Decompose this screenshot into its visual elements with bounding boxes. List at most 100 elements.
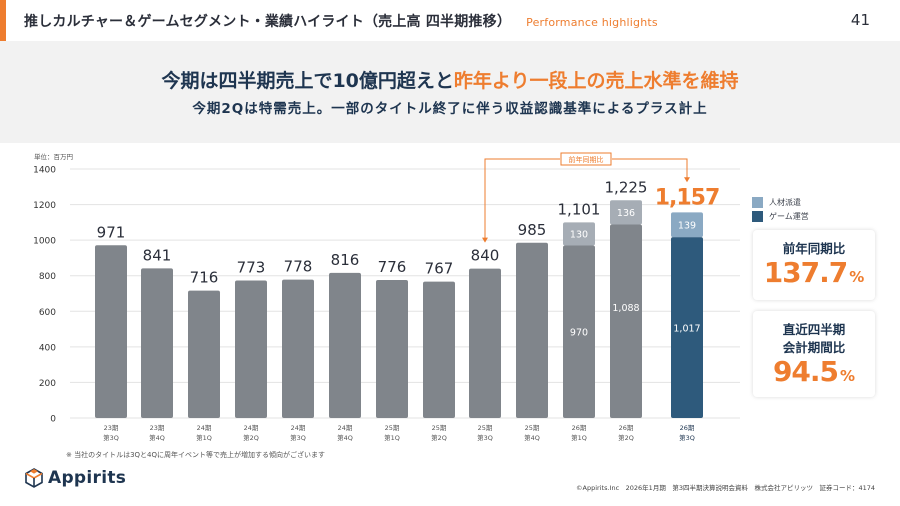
y-tick-label: 0 xyxy=(50,415,56,425)
headline: 今期は四半期売上で10億円超えと昨年より一段上の売上水準を維持 xyxy=(0,66,900,93)
segment-label-staffing: 130 xyxy=(570,229,588,240)
bar-game-0 xyxy=(95,245,127,418)
annotation-arrow-end xyxy=(684,177,690,183)
bar-labels: 971 841 716 773 778 816 776 767 840 985 130 970 1,10… xyxy=(97,178,721,338)
x-tick-label-period: 23期 xyxy=(104,424,119,432)
qoq-card-label-line2: 会計期間比 xyxy=(782,340,846,355)
total-label: 816 xyxy=(331,251,360,269)
header: 推しカルチャー＆ゲームセグメント・業績ハイライト（売上高 四半期推移） Perf… xyxy=(0,0,900,41)
x-tick-label-quarter: 第4Q xyxy=(149,433,165,442)
yoy-card-value: 137.7% xyxy=(753,258,875,292)
total-label: 971 xyxy=(97,223,126,241)
subheadline: 今期2Qは特需売上。一部のタイトル終了に伴う収益認識基準によるプラス計上 xyxy=(192,101,708,117)
annotation-label: 前年同期比 xyxy=(569,155,604,164)
footnote: ※ 当社のタイトルは3Qと4Qに周年イベント等で売上が増加する傾向がございます xyxy=(66,451,326,459)
y-tick-label: 400 xyxy=(39,343,56,353)
bar-game-1 xyxy=(141,268,173,418)
x-tick-label-period: 25期 xyxy=(525,424,540,432)
yoy-annotation: 前年同期比 xyxy=(482,152,690,243)
segment-label-game: 1,017 xyxy=(673,324,700,335)
total-label: 1,101 xyxy=(558,200,601,218)
total-label: 1,157 xyxy=(655,185,720,210)
qoq-card: 直近四半期 会計期間比 94.5% xyxy=(753,311,875,397)
x-tick-label-period: 24期 xyxy=(197,424,212,432)
x-tick-label-quarter: 第2Q xyxy=(243,433,259,442)
page-subtitle: Performance highlights xyxy=(526,16,658,29)
y-axis-ticks: 0 200 400 600 800 1000 1200 1400 xyxy=(33,166,56,425)
yoy-card-label: 前年同期比 xyxy=(782,241,846,256)
bar-game-12 xyxy=(671,237,703,418)
x-tick-label-quarter: 第2Q xyxy=(618,433,634,442)
legend: 人材派遣 ゲーム運営 xyxy=(752,195,809,223)
bar-staffing-10 xyxy=(563,222,595,246)
legend-item-staffing: 人材派遣 xyxy=(752,195,809,209)
headline-banner xyxy=(0,41,900,143)
y-tick-label: 1200 xyxy=(33,201,56,211)
x-tick-label-quarter: 第1Q xyxy=(384,433,400,442)
total-label: 773 xyxy=(237,259,266,277)
total-label: 841 xyxy=(143,246,172,264)
x-tick-label-quarter: 第3Q xyxy=(290,433,306,442)
qoq-unit: % xyxy=(840,367,856,385)
y-tick-label: 1400 xyxy=(33,166,56,176)
x-tick-label-period: 26期 xyxy=(619,424,634,432)
bar-game-3 xyxy=(235,280,267,418)
bars xyxy=(95,200,703,418)
x-tick-label-period: 24期 xyxy=(338,424,353,432)
logo-cube-icon xyxy=(25,468,43,488)
x-tick-label-period: 24期 xyxy=(291,424,306,432)
x-tick-label-quarter: 第1Q xyxy=(196,433,212,442)
segment-label-staffing: 136 xyxy=(617,208,635,219)
bar-game-2 xyxy=(188,290,220,418)
x-tick-label-quarter: 第3Q xyxy=(679,433,695,442)
x-tick-label-period: 25期 xyxy=(432,424,447,432)
total-label: 776 xyxy=(378,258,407,276)
bar-game-7 xyxy=(423,281,455,418)
logo-text: Appirits xyxy=(48,468,127,488)
bar-game-11 xyxy=(610,224,642,418)
bar-game-9 xyxy=(516,242,548,418)
x-tick-label-quarter: 第4Q xyxy=(524,433,540,442)
legend-label-game: ゲーム運営 xyxy=(769,211,809,221)
company-logo: Appirits xyxy=(24,468,126,488)
x-tick-label-period: 25期 xyxy=(385,424,400,432)
yoy-value: 137.7 xyxy=(763,256,849,289)
page-title: 推しカルチャー＆ゲームセグメント・業績ハイライト（売上高 四半期推移） Perf… xyxy=(24,11,658,31)
x-tick-label-quarter: 第1Q xyxy=(571,433,587,442)
total-label: 778 xyxy=(284,258,313,276)
qoq-value: 94.5 xyxy=(772,355,839,388)
yoy-card: 前年同期比 137.7% xyxy=(753,230,875,300)
legend-label-staffing: 人材派遣 xyxy=(769,197,801,207)
bar-game-10 xyxy=(563,245,595,418)
page-title-text: 推しカルチャー＆ゲームセグメント・業績ハイライト（売上高 四半期推移） xyxy=(24,14,512,30)
x-axis-ticks: 23期第3Q23期第4Q24期第1Q24期第2Q24期第3Q24期第4Q25期第… xyxy=(103,424,695,442)
segment-label-staffing: 139 xyxy=(678,220,696,231)
total-label: 716 xyxy=(190,269,219,287)
headline-part1: 今期は四半期売上で10億円超えと xyxy=(161,70,454,92)
total-label: 767 xyxy=(425,260,454,278)
segment-label-game: 1,088 xyxy=(612,303,639,314)
annotation-arrow-start xyxy=(482,237,488,243)
accent-bar xyxy=(0,0,6,41)
qoq-card-value: 94.5% xyxy=(753,357,875,391)
x-tick-label-period: 23期 xyxy=(150,424,165,432)
revenue-chart: 単位：百万円 0 200 400 600 800 1000 1200 1400 前年同期比 9… xyxy=(33,152,740,442)
x-tick-label-period: 24期 xyxy=(244,424,259,432)
x-tick-label-period: 25期 xyxy=(478,424,493,432)
x-tick-label-period: 26期 xyxy=(572,424,587,432)
headline-highlight: 昨年より一段上の売上水準を維持 xyxy=(453,70,739,92)
y-tick-label: 200 xyxy=(39,379,56,389)
y-tick-label: 1000 xyxy=(33,237,56,247)
x-tick-label-period: 26期 xyxy=(680,424,695,432)
x-tick-label-quarter: 第3Q xyxy=(103,433,119,442)
legend-swatch-staffing xyxy=(752,196,763,208)
y-tick-label: 800 xyxy=(39,272,56,282)
annotation-box xyxy=(560,152,612,166)
copyright: ©Appirits.Inc 2026年1月期 第3四半期決算説明会資料 株式会社… xyxy=(576,484,875,492)
legend-item-game: ゲーム運営 xyxy=(752,209,809,223)
bar-game-5 xyxy=(329,272,361,418)
qoq-card-label-line1: 直近四半期 xyxy=(782,322,846,337)
bar-staffing-11 xyxy=(610,200,642,225)
x-tick-label-quarter: 第4Q xyxy=(337,433,353,442)
legend-swatch-game xyxy=(752,210,763,222)
